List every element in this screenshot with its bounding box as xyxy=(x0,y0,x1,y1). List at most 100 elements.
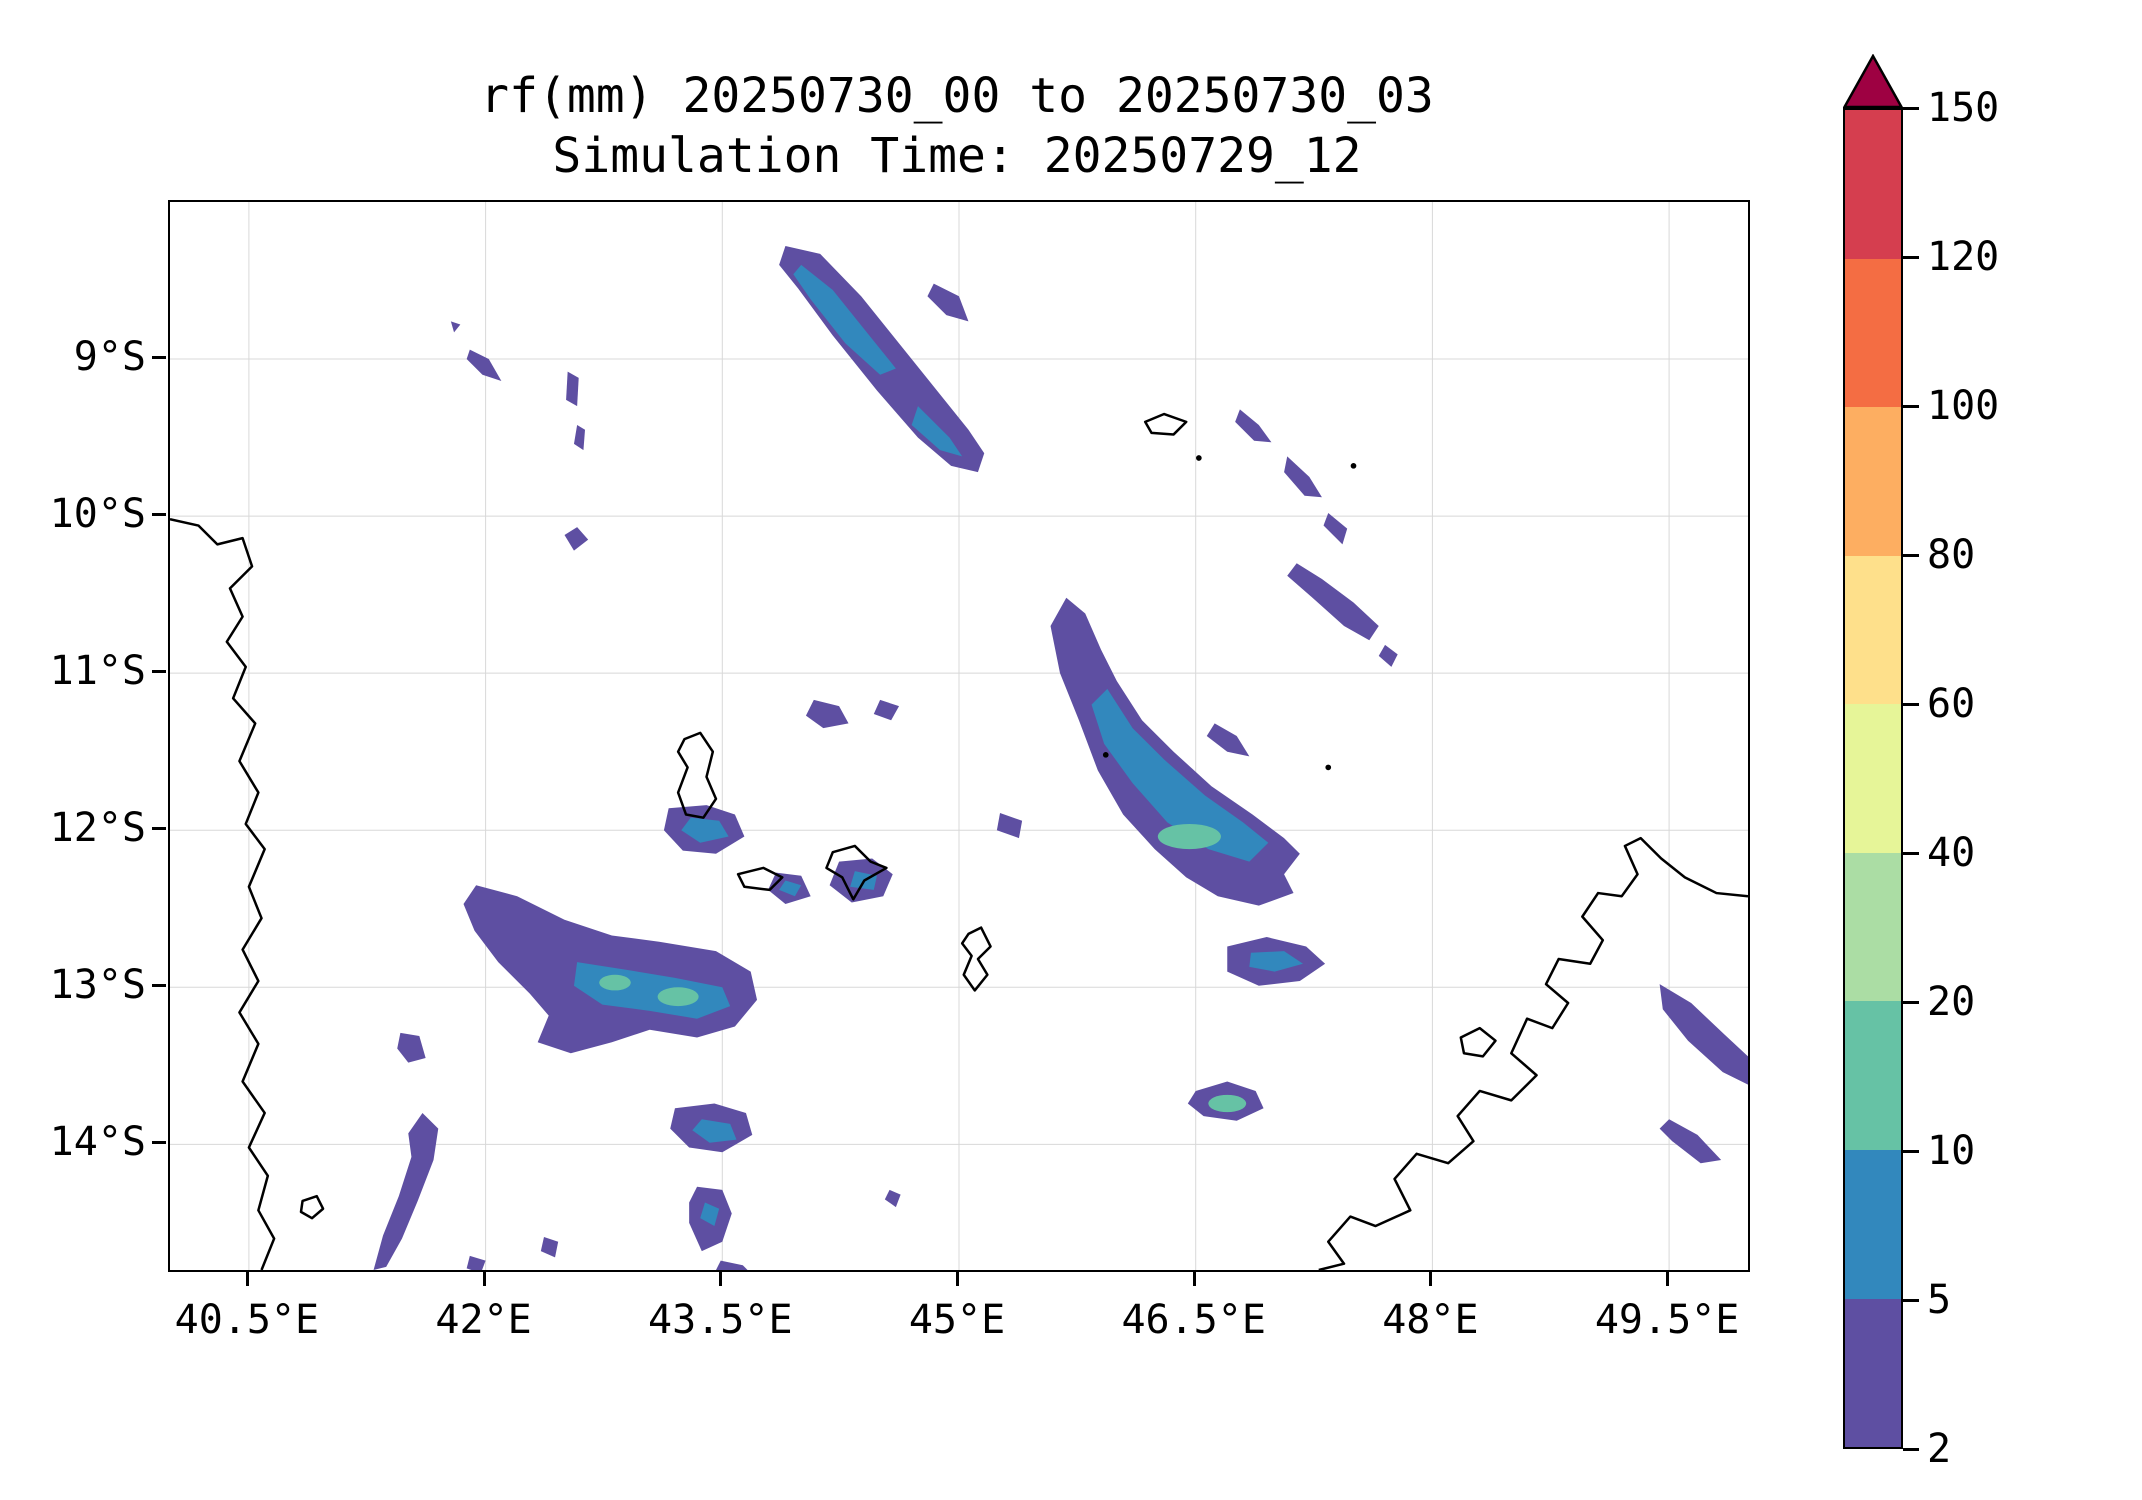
colorbar-segment xyxy=(1845,704,1901,853)
rain-patch-nw-streak-core xyxy=(793,264,896,375)
colorbar-segment xyxy=(1845,852,1901,1002)
rain-spot-2 xyxy=(599,974,631,991)
colorbar-tick-label: 60 xyxy=(1927,681,1976,727)
colorbar-segment xyxy=(1845,555,1901,705)
colorbar-tick-label: 5 xyxy=(1927,1277,1952,1323)
y-tick-label: 13°S xyxy=(49,962,146,1009)
y-tick-mark xyxy=(152,356,166,360)
coastline-madagascar xyxy=(1319,838,1748,1270)
colorbar-tick-mark xyxy=(1903,1299,1919,1302)
y-tick-label: 10°S xyxy=(49,491,146,538)
colorbar-tick-mark xyxy=(1903,1448,1919,1451)
x-tick-mark xyxy=(245,1272,249,1286)
island-mozambique-islet xyxy=(301,1196,323,1218)
rain-patch-e-edge-2 xyxy=(1659,1119,1722,1164)
rain-patch-nw-streak-core-2 xyxy=(911,406,963,457)
colorbar-tick-label: 80 xyxy=(1927,532,1976,578)
x-tick-label: 46.5°E xyxy=(1121,1297,1266,1343)
x-tick-mark xyxy=(719,1272,723,1286)
island-aldabra xyxy=(1145,414,1186,434)
colorbar-tick-mark xyxy=(1903,405,1919,408)
x-tick-mark xyxy=(1192,1272,1196,1286)
rain-patch-small-e xyxy=(996,812,1023,839)
colorbar-tick-label: 40 xyxy=(1927,830,1976,876)
rain-patch-dash-a xyxy=(466,349,502,382)
rain-patch-ne-dot xyxy=(1378,644,1398,667)
rain-patch-se-blob-core xyxy=(1249,951,1304,972)
islet-dot-0 xyxy=(1196,455,1202,461)
coastline-africa xyxy=(170,519,274,1270)
rain-patch-sw-streak xyxy=(373,1112,439,1270)
rain-patch-ne-streak xyxy=(1287,563,1379,641)
colorbar-tick-label: 20 xyxy=(1927,979,1976,1025)
colorbar-segment xyxy=(1845,1001,1901,1150)
x-tick-label: 49.5°E xyxy=(1594,1297,1740,1343)
rain-patch-small-n-1 xyxy=(805,699,849,729)
colorbar-tick-label: 120 xyxy=(1927,234,2000,280)
rain-spot-0 xyxy=(1157,823,1221,850)
colorbar-tick-label: 150 xyxy=(1927,85,2000,131)
islet-dot-1 xyxy=(1350,463,1357,469)
x-tick-mark xyxy=(1666,1272,1670,1286)
y-tick-label: 9°S xyxy=(73,334,146,381)
islet-dot-3 xyxy=(1325,764,1332,771)
x-tick-label: 43.5°E xyxy=(648,1297,793,1343)
x-tick-label: 45°E xyxy=(908,1297,1006,1343)
island-mayotte xyxy=(962,928,990,991)
x-tick-mark xyxy=(956,1272,959,1286)
y-tick-mark xyxy=(152,1141,166,1145)
rain-patch-central-band-core xyxy=(1091,688,1269,862)
map-frame xyxy=(168,200,1750,1272)
colorbar-bar xyxy=(1843,108,1903,1449)
colorbar-over-arrow xyxy=(1843,54,1903,108)
rain-patch-ne-dash-3 xyxy=(1323,512,1348,545)
colorbar-segment xyxy=(1845,110,1901,259)
y-tick-label: 11°S xyxy=(49,648,146,695)
rain-patch-comoro-patch-1-core xyxy=(681,817,729,843)
y-tick-mark xyxy=(152,984,166,988)
rain-patch-s-patch-1-core xyxy=(692,1119,737,1143)
rain-spot-3 xyxy=(657,987,699,1007)
over-arrow-triangle xyxy=(1843,54,1903,108)
colorbar-tick-mark xyxy=(1903,554,1919,557)
rain-patch-s-dot xyxy=(884,1189,901,1208)
figure-title: rf(mm) 20250730_00 to 20250730_03 xyxy=(480,68,1434,124)
rain-patch-comoro-patch-2-core xyxy=(779,880,802,897)
y-tick-mark xyxy=(152,670,166,674)
colorbar-tick-mark xyxy=(1903,1001,1919,1004)
rain-patch-ne-dash-2 xyxy=(1284,456,1322,498)
rain-patch-ne-dash-1 xyxy=(1235,409,1272,443)
y-tick-mark xyxy=(152,827,166,831)
x-tick-mark xyxy=(1429,1272,1433,1286)
island-nosy-be xyxy=(1461,1028,1496,1056)
rain-patch-west-small xyxy=(397,1032,426,1063)
colorbar-segment xyxy=(1845,258,1901,408)
rain-spot-1 xyxy=(1208,1094,1247,1113)
rain-patch-central-band-side xyxy=(1206,723,1250,757)
y-tick-label: 12°S xyxy=(49,805,146,852)
map-svg xyxy=(170,202,1748,1270)
rain-patch-s-patch-2-core xyxy=(700,1202,720,1227)
figure-subtitle: Simulation Time: 20250729_12 xyxy=(552,128,1362,184)
colorbar-tick-label: 100 xyxy=(1927,383,2000,429)
colorbar-tick-mark xyxy=(1903,852,1919,855)
colorbar-tick-mark xyxy=(1903,256,1919,259)
island-moheli xyxy=(738,868,782,890)
island-anjouan xyxy=(826,846,886,899)
rain-patch-diamond xyxy=(564,527,589,551)
rain-patch-s-small-1 xyxy=(540,1237,559,1258)
x-tick-label: 40.5°E xyxy=(174,1297,320,1343)
islet-dot-2 xyxy=(1102,752,1109,758)
colorbar-segment xyxy=(1845,1298,1901,1448)
colorbar-segment xyxy=(1845,407,1901,556)
y-tick-mark xyxy=(152,513,166,517)
rain-patch-e-edge-1 xyxy=(1659,984,1748,1085)
colorbar-tick-label: 2 xyxy=(1927,1426,1952,1472)
rain-patch-speck-a xyxy=(450,321,461,333)
island-grande-comore xyxy=(678,733,716,818)
colorbar-tick-label: 10 xyxy=(1927,1128,1976,1174)
rain-patch-dash-b xyxy=(566,371,579,407)
rain-patch-small-n-2 xyxy=(873,699,900,721)
y-tick-label: 14°S xyxy=(49,1119,146,1166)
rain-patch-nw-streak-side xyxy=(927,283,969,322)
